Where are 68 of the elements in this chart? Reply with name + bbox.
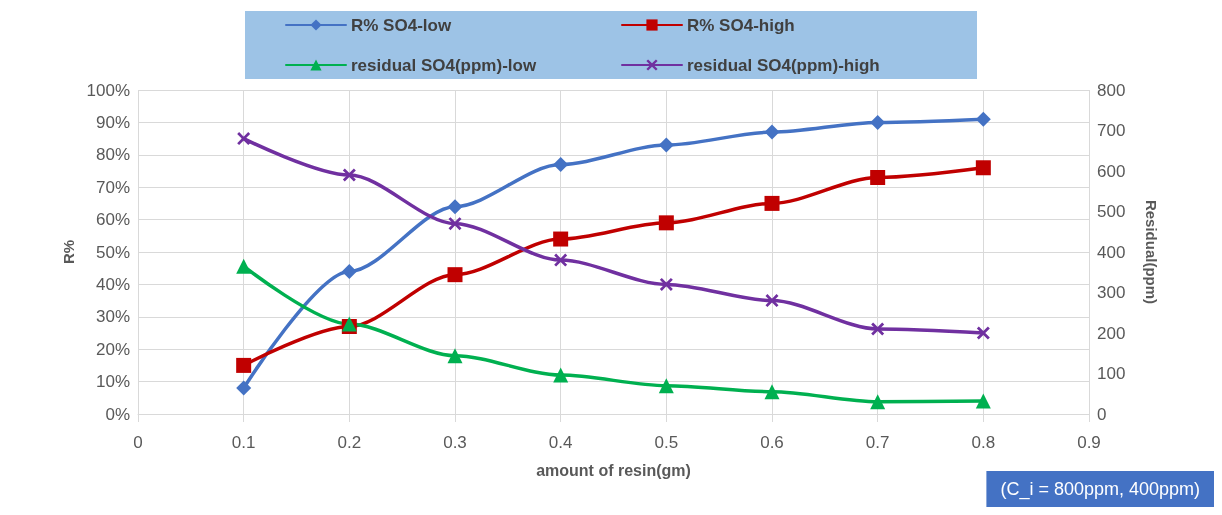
point	[554, 253, 568, 267]
point	[447, 267, 463, 283]
x-tick-label: 0	[133, 433, 143, 452]
point	[659, 277, 673, 291]
point	[553, 157, 569, 173]
point	[764, 195, 780, 211]
point	[553, 367, 569, 383]
y2-tick-label: 100	[1097, 364, 1126, 383]
y-tick-label: 80%	[95, 145, 130, 165]
y2-tick-label: 600	[1097, 161, 1126, 181]
y2-tick-label: 800	[1097, 80, 1126, 100]
legend-label: residual SO4(ppm)-low	[351, 55, 537, 75]
y-tick-label: 50%	[95, 242, 130, 262]
y-tick-label: 70%	[95, 177, 130, 197]
x-tick-label: 0.1	[231, 433, 256, 452]
point	[870, 114, 886, 130]
point	[871, 322, 885, 336]
point	[236, 357, 252, 373]
point	[553, 231, 569, 247]
x-tick-label: 0.8	[971, 433, 996, 452]
point	[658, 215, 674, 231]
y2-tick-label: 700	[1097, 121, 1126, 140]
y-tick-label: 100%	[86, 80, 130, 100]
point	[764, 384, 780, 400]
y-tick-label: 20%	[95, 339, 130, 359]
point	[765, 294, 779, 308]
y2-tick-label: 0	[1097, 404, 1107, 424]
point	[341, 263, 357, 279]
y2-axis-title: Residual(ppm)	[1143, 199, 1160, 305]
y-tick-label: 0%	[105, 404, 130, 424]
point	[975, 393, 991, 409]
text: (C_i = 800ppm, 400ppm)	[1000, 479, 1200, 500]
legend-label: R% SO4-low	[351, 15, 452, 35]
point	[658, 378, 674, 394]
point	[658, 137, 674, 153]
x-tick-label: 0.2	[337, 433, 362, 452]
y-tick-label: 40%	[95, 274, 130, 294]
point	[764, 124, 780, 140]
y-tick-label: 10%	[95, 372, 130, 392]
y2-tick-label: 400	[1097, 242, 1126, 262]
point	[975, 111, 991, 127]
point	[237, 132, 251, 146]
x-axis-title: amount of resin(gm)	[536, 461, 691, 479]
x-tick-label: 0.6	[760, 433, 784, 452]
legend-label: residual SO4(ppm)-high	[687, 55, 880, 75]
y-axis-title: R%	[59, 239, 77, 265]
point	[870, 169, 886, 185]
point	[447, 199, 463, 215]
x-tick-label: 0.3	[443, 433, 467, 452]
point	[870, 394, 886, 410]
y-tick-label: 30%	[95, 307, 130, 327]
point	[236, 380, 252, 396]
y-tick-label: 90%	[95, 112, 130, 132]
point	[342, 168, 356, 182]
legend-label: R% SO4-high	[687, 15, 795, 35]
point	[975, 160, 991, 176]
point	[448, 217, 462, 231]
x-tick-label: 0.9	[1077, 433, 1101, 452]
y-tick-label: 60%	[95, 210, 130, 230]
point	[976, 326, 990, 340]
point	[236, 258, 252, 274]
x-tick-label: 0.5	[654, 433, 679, 452]
y2-tick-label: 200	[1097, 323, 1126, 343]
y2-tick-label: 500	[1097, 202, 1126, 221]
x-tick-label: 0.7	[865, 433, 890, 452]
y2-tick-label: 300	[1097, 283, 1126, 302]
point	[447, 348, 463, 364]
x-tick-label: 0.4	[548, 433, 573, 452]
